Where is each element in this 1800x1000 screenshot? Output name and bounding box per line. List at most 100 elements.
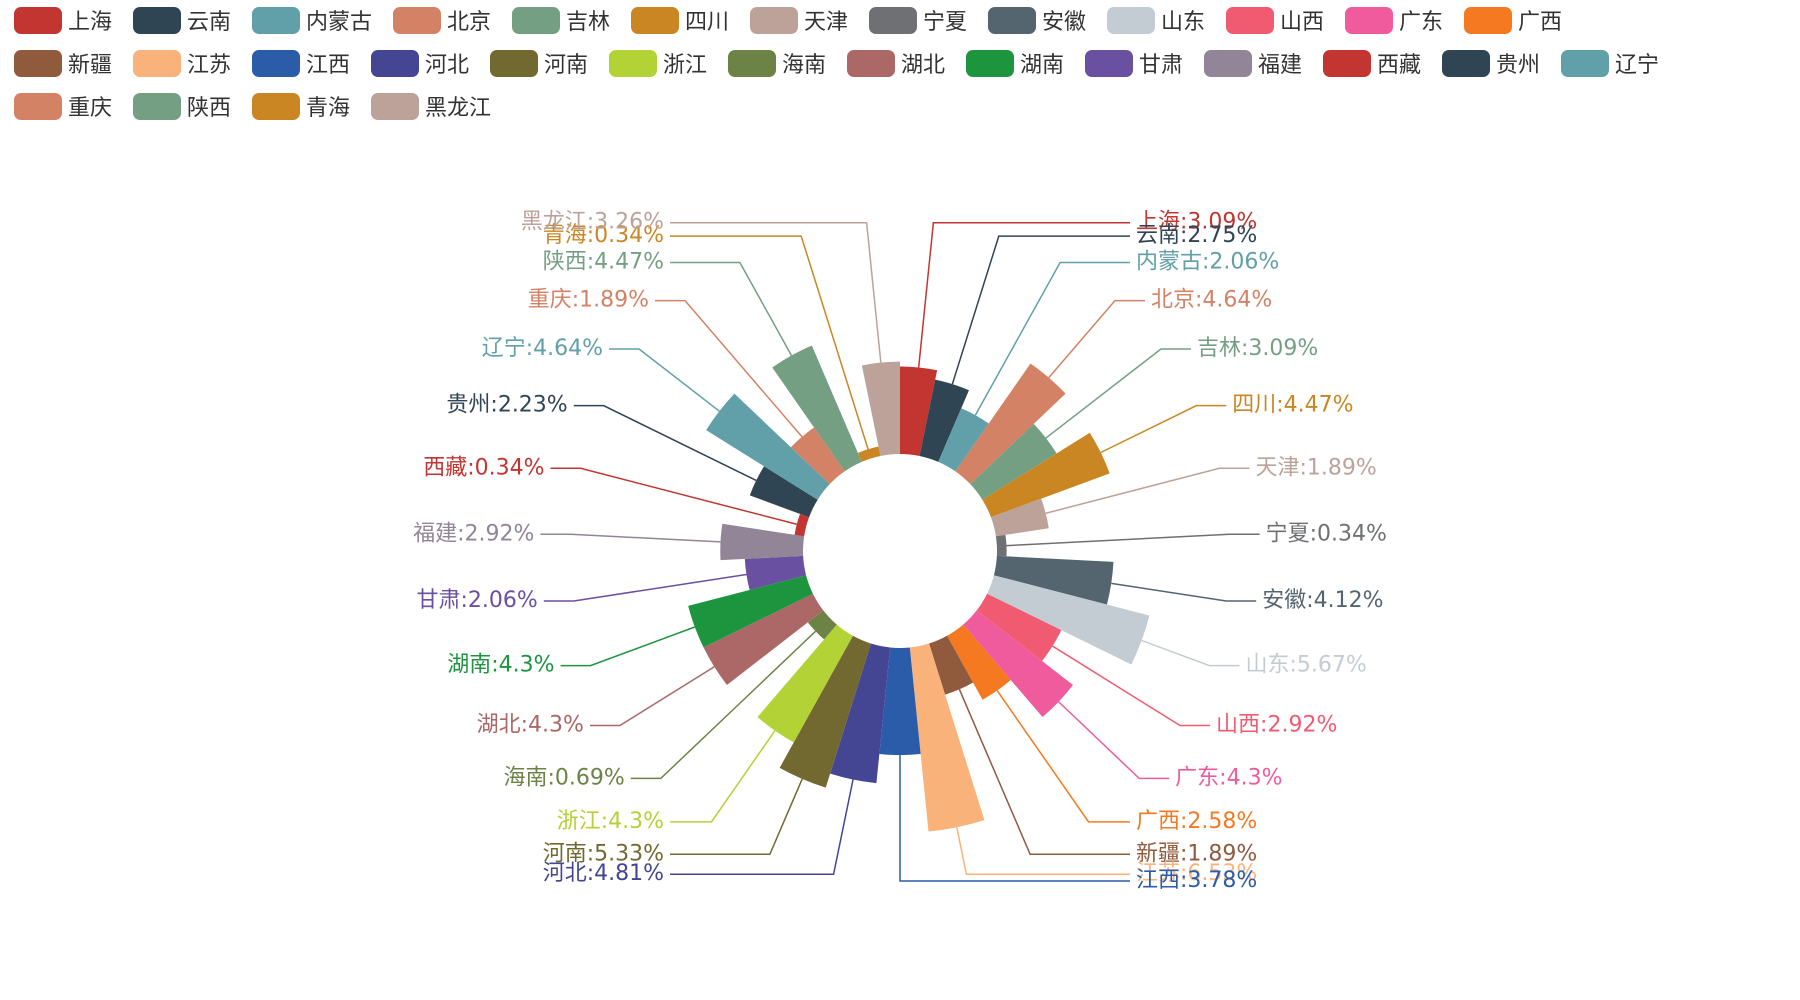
rose-slice[interactable] (744, 555, 807, 590)
rose-slice[interactable] (790, 427, 845, 485)
legend-item[interactable]: 安徽 (988, 6, 1086, 35)
rose-slice[interactable] (938, 408, 989, 472)
data-label: 上海:3.09% (1136, 210, 1257, 235)
rose-slice[interactable] (857, 446, 881, 462)
data-label: 浙江:4.3% (557, 809, 664, 834)
data-label: 福建:2.92% (413, 521, 534, 546)
rose-slice[interactable] (794, 513, 810, 537)
legend-swatch (14, 49, 62, 77)
rose-slice[interactable] (861, 361, 900, 456)
label-line (609, 348, 720, 412)
legend-item[interactable]: 西藏 (1323, 49, 1421, 78)
legend-swatch (631, 6, 679, 34)
rose-slice[interactable] (990, 498, 1049, 537)
rose-slice[interactable] (688, 575, 813, 648)
data-label: 西藏:0.34% (423, 455, 544, 480)
rose-slice[interactable] (993, 555, 1114, 605)
legend-swatch (1204, 49, 1252, 77)
label-line (899, 755, 1130, 882)
legend-label: 上海 (68, 10, 113, 35)
rose-slice[interactable] (706, 393, 830, 500)
rose-slice[interactable] (970, 423, 1057, 500)
label-line (670, 779, 854, 875)
legend-item[interactable]: 河北 (371, 49, 469, 78)
rose-slice[interactable] (720, 523, 805, 561)
legend-swatch (371, 49, 419, 77)
rose-slice[interactable] (772, 345, 862, 472)
data-label: 河北:4.81% (543, 861, 664, 886)
label-line (670, 730, 776, 823)
rose-slice[interactable] (982, 432, 1110, 518)
legend-item[interactable]: 福建 (1204, 49, 1302, 78)
legend-swatch (133, 92, 181, 120)
legend-item[interactable]: 天津 (750, 6, 848, 35)
legend-item[interactable]: 新疆 (14, 49, 113, 78)
legend-item[interactable]: 吉林 (512, 6, 611, 35)
legend-label: 江西 (306, 53, 351, 78)
label-line (670, 221, 882, 363)
legend-item[interactable]: 陕西 (133, 92, 231, 121)
legend-item[interactable]: 河南 (490, 49, 588, 78)
rose-slice[interactable] (779, 635, 871, 788)
legend-label: 海南 (782, 53, 827, 78)
legend-label: 贵州 (1496, 53, 1541, 78)
legend-label: 吉林 (566, 10, 611, 35)
legend-item[interactable]: 浙江 (609, 49, 707, 78)
rose-slice[interactable] (879, 647, 921, 756)
rose-slice[interactable] (995, 534, 1007, 557)
legend-swatch (133, 6, 181, 34)
legend-item[interactable]: 广西 (1464, 6, 1562, 35)
data-label: 黑龙江:3.26% (521, 210, 664, 235)
label-line (560, 626, 696, 667)
label-line (670, 235, 869, 450)
legend-item[interactable]: 广东 (1345, 6, 1444, 35)
rose-slice[interactable] (976, 593, 1062, 662)
rose-slice[interactable] (830, 643, 891, 784)
rose-slice[interactable] (900, 366, 938, 456)
legend-item[interactable]: 青海 (252, 92, 350, 121)
legend-item[interactable]: 宁夏 (869, 6, 967, 35)
data-label: 吉林:3.09% (1197, 336, 1318, 361)
legend-item[interactable]: 内蒙古 (252, 6, 372, 35)
rose-slice[interactable] (987, 575, 1150, 665)
legend-item[interactable]: 江苏 (133, 49, 231, 78)
rose-slice[interactable] (947, 624, 1011, 700)
legend-item[interactable]: 上海 (14, 6, 113, 35)
legend-item[interactable]: 北京 (393, 6, 491, 35)
legend-label: 广东 (1399, 10, 1444, 35)
data-label: 辽宁:4.64% (482, 336, 603, 361)
label-line (573, 404, 757, 482)
label-line (1111, 582, 1257, 602)
rose-slice[interactable] (703, 593, 824, 685)
data-label: 山东:5.67% (1245, 653, 1366, 678)
legend-item[interactable]: 辽宁 (1561, 49, 1659, 78)
legend-swatch (1323, 49, 1371, 77)
legend-item[interactable]: 江西 (252, 49, 351, 78)
data-label: 湖南:4.3% (447, 653, 554, 678)
rose-slice[interactable] (807, 610, 837, 640)
legend-item[interactable]: 云南 (133, 6, 231, 35)
rose-slice[interactable] (955, 363, 1066, 485)
legend-item[interactable]: 海南 (728, 49, 827, 78)
rose-slice[interactable] (909, 643, 985, 832)
rose-slice[interactable] (757, 624, 853, 743)
legend-item[interactable]: 湖南 (966, 49, 1064, 78)
rose-slice[interactable] (963, 610, 1074, 718)
data-label: 内蒙古:2.06% (1136, 249, 1279, 274)
legend-item[interactable]: 黑龙江 (371, 92, 491, 121)
legend-swatch (1442, 49, 1490, 77)
rose-slice[interactable] (919, 379, 969, 462)
legend-item[interactable]: 贵州 (1442, 49, 1541, 78)
rose-slice[interactable] (929, 635, 974, 695)
legend-item[interactable]: 山东 (1107, 6, 1205, 35)
legend-item[interactable]: 重庆 (14, 92, 112, 121)
label-line (1052, 645, 1211, 727)
legend-swatch (252, 6, 300, 34)
legend-item[interactable]: 四川 (631, 6, 729, 35)
legend-item[interactable]: 山西 (1226, 6, 1324, 35)
rose-slice[interactable] (749, 466, 818, 518)
legend-item[interactable]: 湖北 (847, 49, 945, 78)
legend-item[interactable]: 甘肃 (1085, 49, 1183, 78)
legend-label: 新疆 (68, 53, 113, 78)
